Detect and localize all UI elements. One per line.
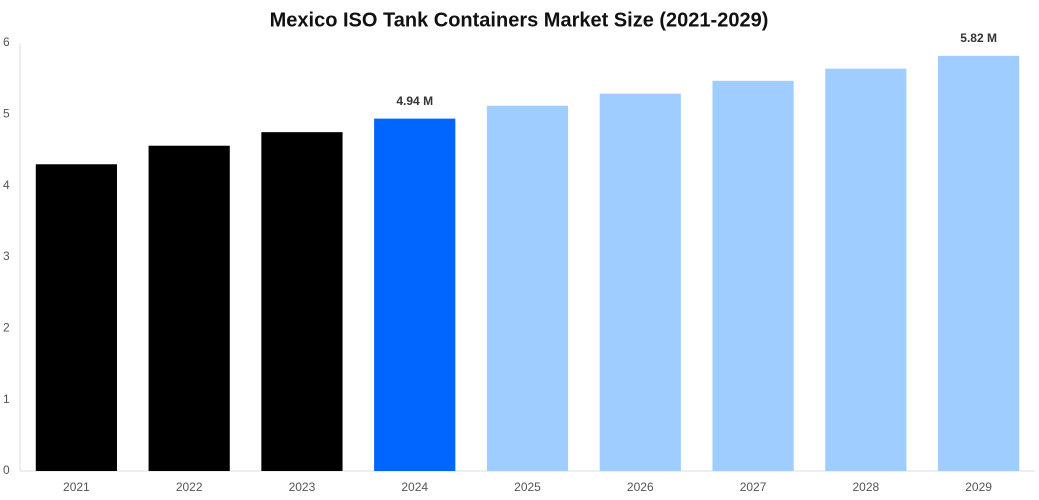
bar <box>825 68 907 472</box>
x-tick-label: 2026 <box>627 480 654 494</box>
x-tick-label: 2029 <box>965 480 992 494</box>
y-tick-label: 5 <box>3 107 10 121</box>
value-label: 4.94 M <box>396 94 433 108</box>
x-tick-label: 2027 <box>740 480 767 494</box>
y-tick-label: 2 <box>3 321 10 335</box>
x-tick-label: 2021 <box>63 480 90 494</box>
x-tick-label: 2022 <box>176 480 203 494</box>
bar <box>712 80 794 471</box>
value-label: 5.82 M <box>960 31 997 45</box>
x-tick-label: 2028 <box>852 480 879 494</box>
x-tick-label: 2023 <box>289 480 316 494</box>
y-tick-label: 3 <box>3 249 10 263</box>
bar <box>938 55 1020 472</box>
y-tick-label: 0 <box>3 463 10 477</box>
bar <box>35 164 117 471</box>
x-tick-label: 2024 <box>401 480 428 494</box>
chart-title: Mexico ISO Tank Containers Market Size (… <box>270 9 769 31</box>
x-tick-label: 2025 <box>514 480 541 494</box>
bar <box>486 105 569 472</box>
bar <box>374 118 456 471</box>
bar <box>261 132 343 471</box>
y-tick-label: 6 <box>3 35 10 49</box>
y-tick-label: 1 <box>3 392 10 406</box>
bar <box>599 93 681 471</box>
bar <box>148 145 230 471</box>
y-tick-label: 4 <box>3 178 10 192</box>
